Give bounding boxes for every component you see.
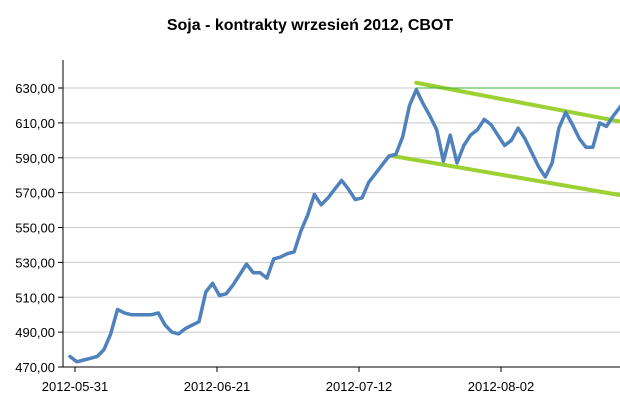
y-tick-label: 570,00	[15, 186, 55, 201]
y-tick-label: 530,00	[15, 255, 55, 270]
upper-channel	[414, 80, 620, 124]
y-tick-label: 610,00	[15, 116, 55, 131]
x-tick-label: 2012-07-12	[326, 379, 393, 394]
y-tick-label: 470,00	[15, 360, 55, 375]
x-tick-label: 2012-08-02	[468, 379, 535, 394]
chart-title: Soja - kontrakty wrzesień 2012, CBOT	[166, 17, 454, 34]
series-line	[68, 87, 620, 364]
y-tick-label: 510,00	[15, 290, 55, 305]
lower-channel	[390, 154, 620, 198]
y-tick-label: 490,00	[15, 325, 55, 340]
y-tick-label: 550,00	[15, 221, 55, 236]
y-tick-label: 630,00	[15, 81, 55, 96]
x-tick-label: 2012-05-31	[42, 379, 109, 394]
y-tick-label: 590,00	[15, 151, 55, 166]
x-tick-label: 2012-06-21	[184, 379, 251, 394]
